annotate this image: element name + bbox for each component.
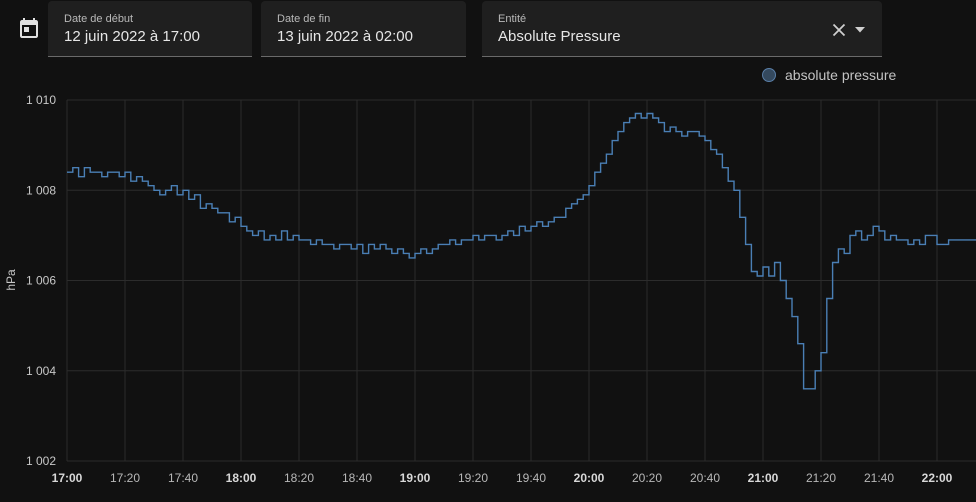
x-tick-label: 22:00 [922,471,953,485]
x-tick-label: 18:00 [226,471,257,485]
y-tick-label: 1 008 [26,183,56,197]
x-tick-label: 21:20 [806,471,836,485]
y-tick-label: 1 010 [26,93,56,107]
x-tick-label: 17:20 [110,471,140,485]
y-tick-label: 1 002 [26,454,56,468]
x-tick-label: 18:40 [342,471,372,485]
start-date-value[interactable]: 12 juin 2022 à 17:00 [64,28,200,45]
legend-swatch [762,68,776,82]
start-date-field[interactable]: Date de début 12 juin 2022 à 17:00 [48,1,252,57]
end-date-value[interactable]: 13 juin 2022 à 02:00 [277,28,413,45]
series-line-absolute-pressure [67,112,976,390]
x-tick-label: 21:00 [748,471,779,485]
chevron-down-icon[interactable] [855,27,865,33]
x-tick-label: 20:00 [574,471,605,485]
x-tick-label: 19:40 [516,471,546,485]
x-tick-label: 17:00 [52,471,83,485]
x-tick-label: 19:00 [400,471,431,485]
y-tick-label: 1 004 [26,364,56,378]
x-tick-label: 21:40 [864,471,894,485]
end-date-label: Date de fin [277,13,331,25]
y-axis-label: hPa [4,269,18,291]
entity-label: Entité [498,13,527,25]
end-date-field[interactable]: Date de fin 13 juin 2022 à 02:00 [261,1,466,57]
close-icon[interactable] [832,23,846,37]
chart-legend[interactable]: absolute pressure [762,66,896,84]
x-tick-label: 18:20 [284,471,314,485]
x-tick-label: 19:20 [458,471,488,485]
y-tick-label: 1 006 [26,274,56,288]
entity-value[interactable]: Absolute Pressure [498,28,621,45]
x-tick-label: 17:40 [168,471,198,485]
entity-picker[interactable]: Entité Absolute Pressure [482,1,882,57]
x-tick-label: 20:40 [690,471,720,485]
start-date-label: Date de début [64,13,134,25]
legend-label: absolute pressure [785,67,897,83]
x-tick-label: 20:20 [632,471,662,485]
calendar-icon[interactable] [17,17,41,41]
